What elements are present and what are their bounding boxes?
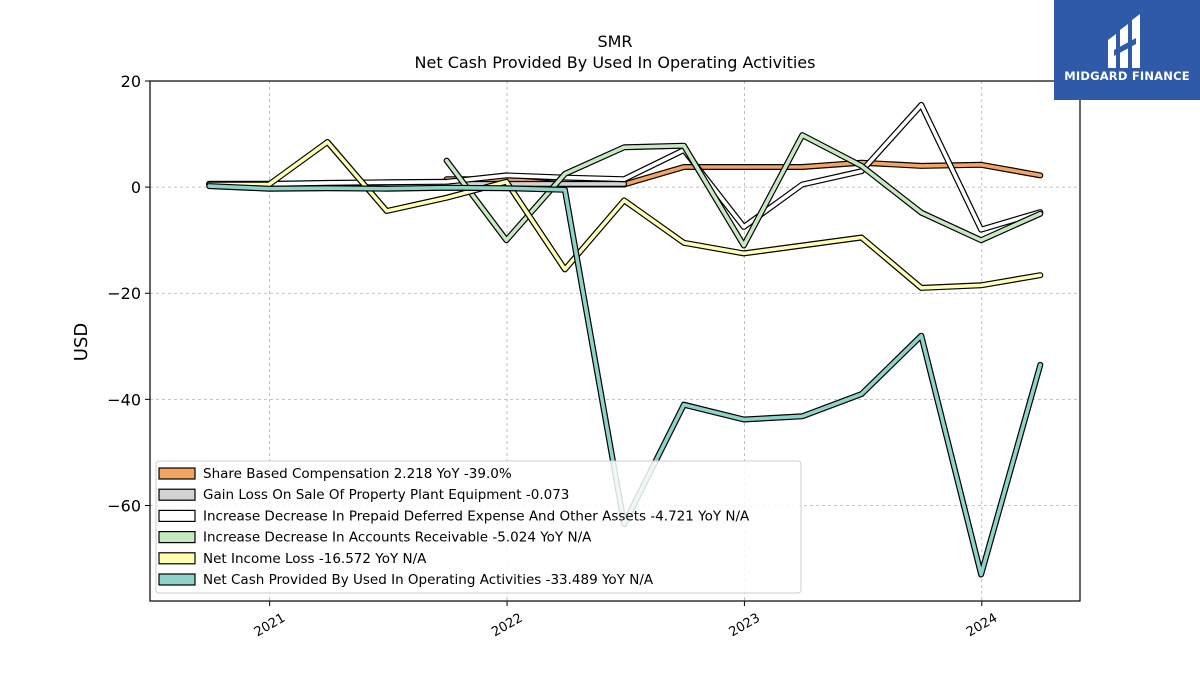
x-tick-label: 2022 [489,611,525,641]
series-line [207,140,1043,290]
series-line [207,103,1043,232]
legend-label: Gain Loss On Sale Of Property Plant Equi… [203,487,569,503]
x-tick-label: 2021 [252,611,288,641]
midgard-logo-icon [1108,14,1140,68]
brand-name: MIDGARD FINANCE [1064,69,1190,83]
y-tick-label: −40 [107,390,141,409]
legend-label: Share Based Compensation 2.218 YoY -39.0… [203,466,512,482]
x-tick-label: 2023 [727,611,763,641]
x-axis-ticks: 2021 2022 2023 2024 [252,601,1000,640]
legend-label: Increase Decrease In Prepaid Deferred Ex… [203,508,750,524]
legend-swatch [158,552,196,565]
chart-title: SMR [597,32,632,51]
legend: Share Based Compensation 2.218 YoY -39.0… [155,460,802,594]
series-line [444,133,1043,248]
plot-frame [149,80,1081,602]
legend-label: Net Income Loss -16.572 YoY N/A [203,551,427,567]
y-tick-label: 0 [131,178,141,197]
series-lines [206,101,1044,578]
legend-swatch [158,573,196,586]
legend-swatch [158,488,196,501]
brand-logo: MIDGARD FINANCE [1054,0,1200,100]
y-tick-label: −20 [107,284,141,303]
legend-frame [155,460,802,594]
y-tick-label: −60 [107,496,141,515]
y-axis-label: USD [71,323,92,361]
legend-label: Increase Decrease In Accounts Receivable… [203,530,592,546]
legend-swatch [158,530,196,544]
y-axis-ticks: 20 0 −20 −40 −60 [107,72,150,515]
legend-label: Net Cash Provided By Used In Operating A… [203,572,654,588]
y-tick-label: 20 [121,72,141,91]
x-tick-label: 2024 [964,611,1000,641]
chart-subtitle: Net Cash Provided By Used In Operating A… [415,53,816,72]
legend-swatch [158,509,196,522]
legend-swatch [158,467,196,480]
